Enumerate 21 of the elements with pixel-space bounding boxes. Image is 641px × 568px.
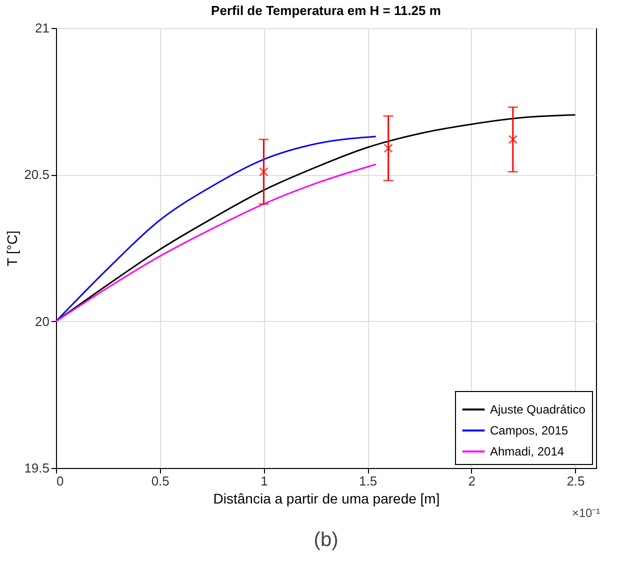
- x-axis-title: Distância a partir de uma parede [m]: [213, 490, 440, 506]
- x-tick-label: 1: [260, 474, 268, 488]
- text: ×10⁻¹: [572, 506, 600, 520]
- chart-title: Perfil de Temperatura em H = 11.25 m: [211, 3, 441, 18]
- legend-label: Campos, 2015: [490, 424, 568, 438]
- point: [508, 134, 518, 144]
- y-axis-title: T [°C]: [4, 230, 20, 266]
- text: (b): [314, 529, 338, 551]
- x-tick-label: 0.5: [151, 474, 170, 488]
- x-tick-label: 2: [468, 474, 476, 488]
- y-tick-label: 19.5: [24, 460, 50, 476]
- legend-label: Ajuste Quadrático: [490, 402, 586, 416]
- x-tick-label: 2.5: [566, 474, 585, 488]
- x-tick-label: 1.5: [359, 474, 378, 488]
- x-tick-label: 0: [56, 474, 64, 488]
- y-tick-label: 21: [35, 20, 50, 36]
- y-tick-label: 20: [35, 314, 50, 329]
- point: [384, 144, 393, 153]
- legend-label: Ahmadi, 2014: [490, 444, 564, 458]
- y-tick-label: 20.5: [24, 167, 50, 182]
- point: [259, 167, 268, 176]
